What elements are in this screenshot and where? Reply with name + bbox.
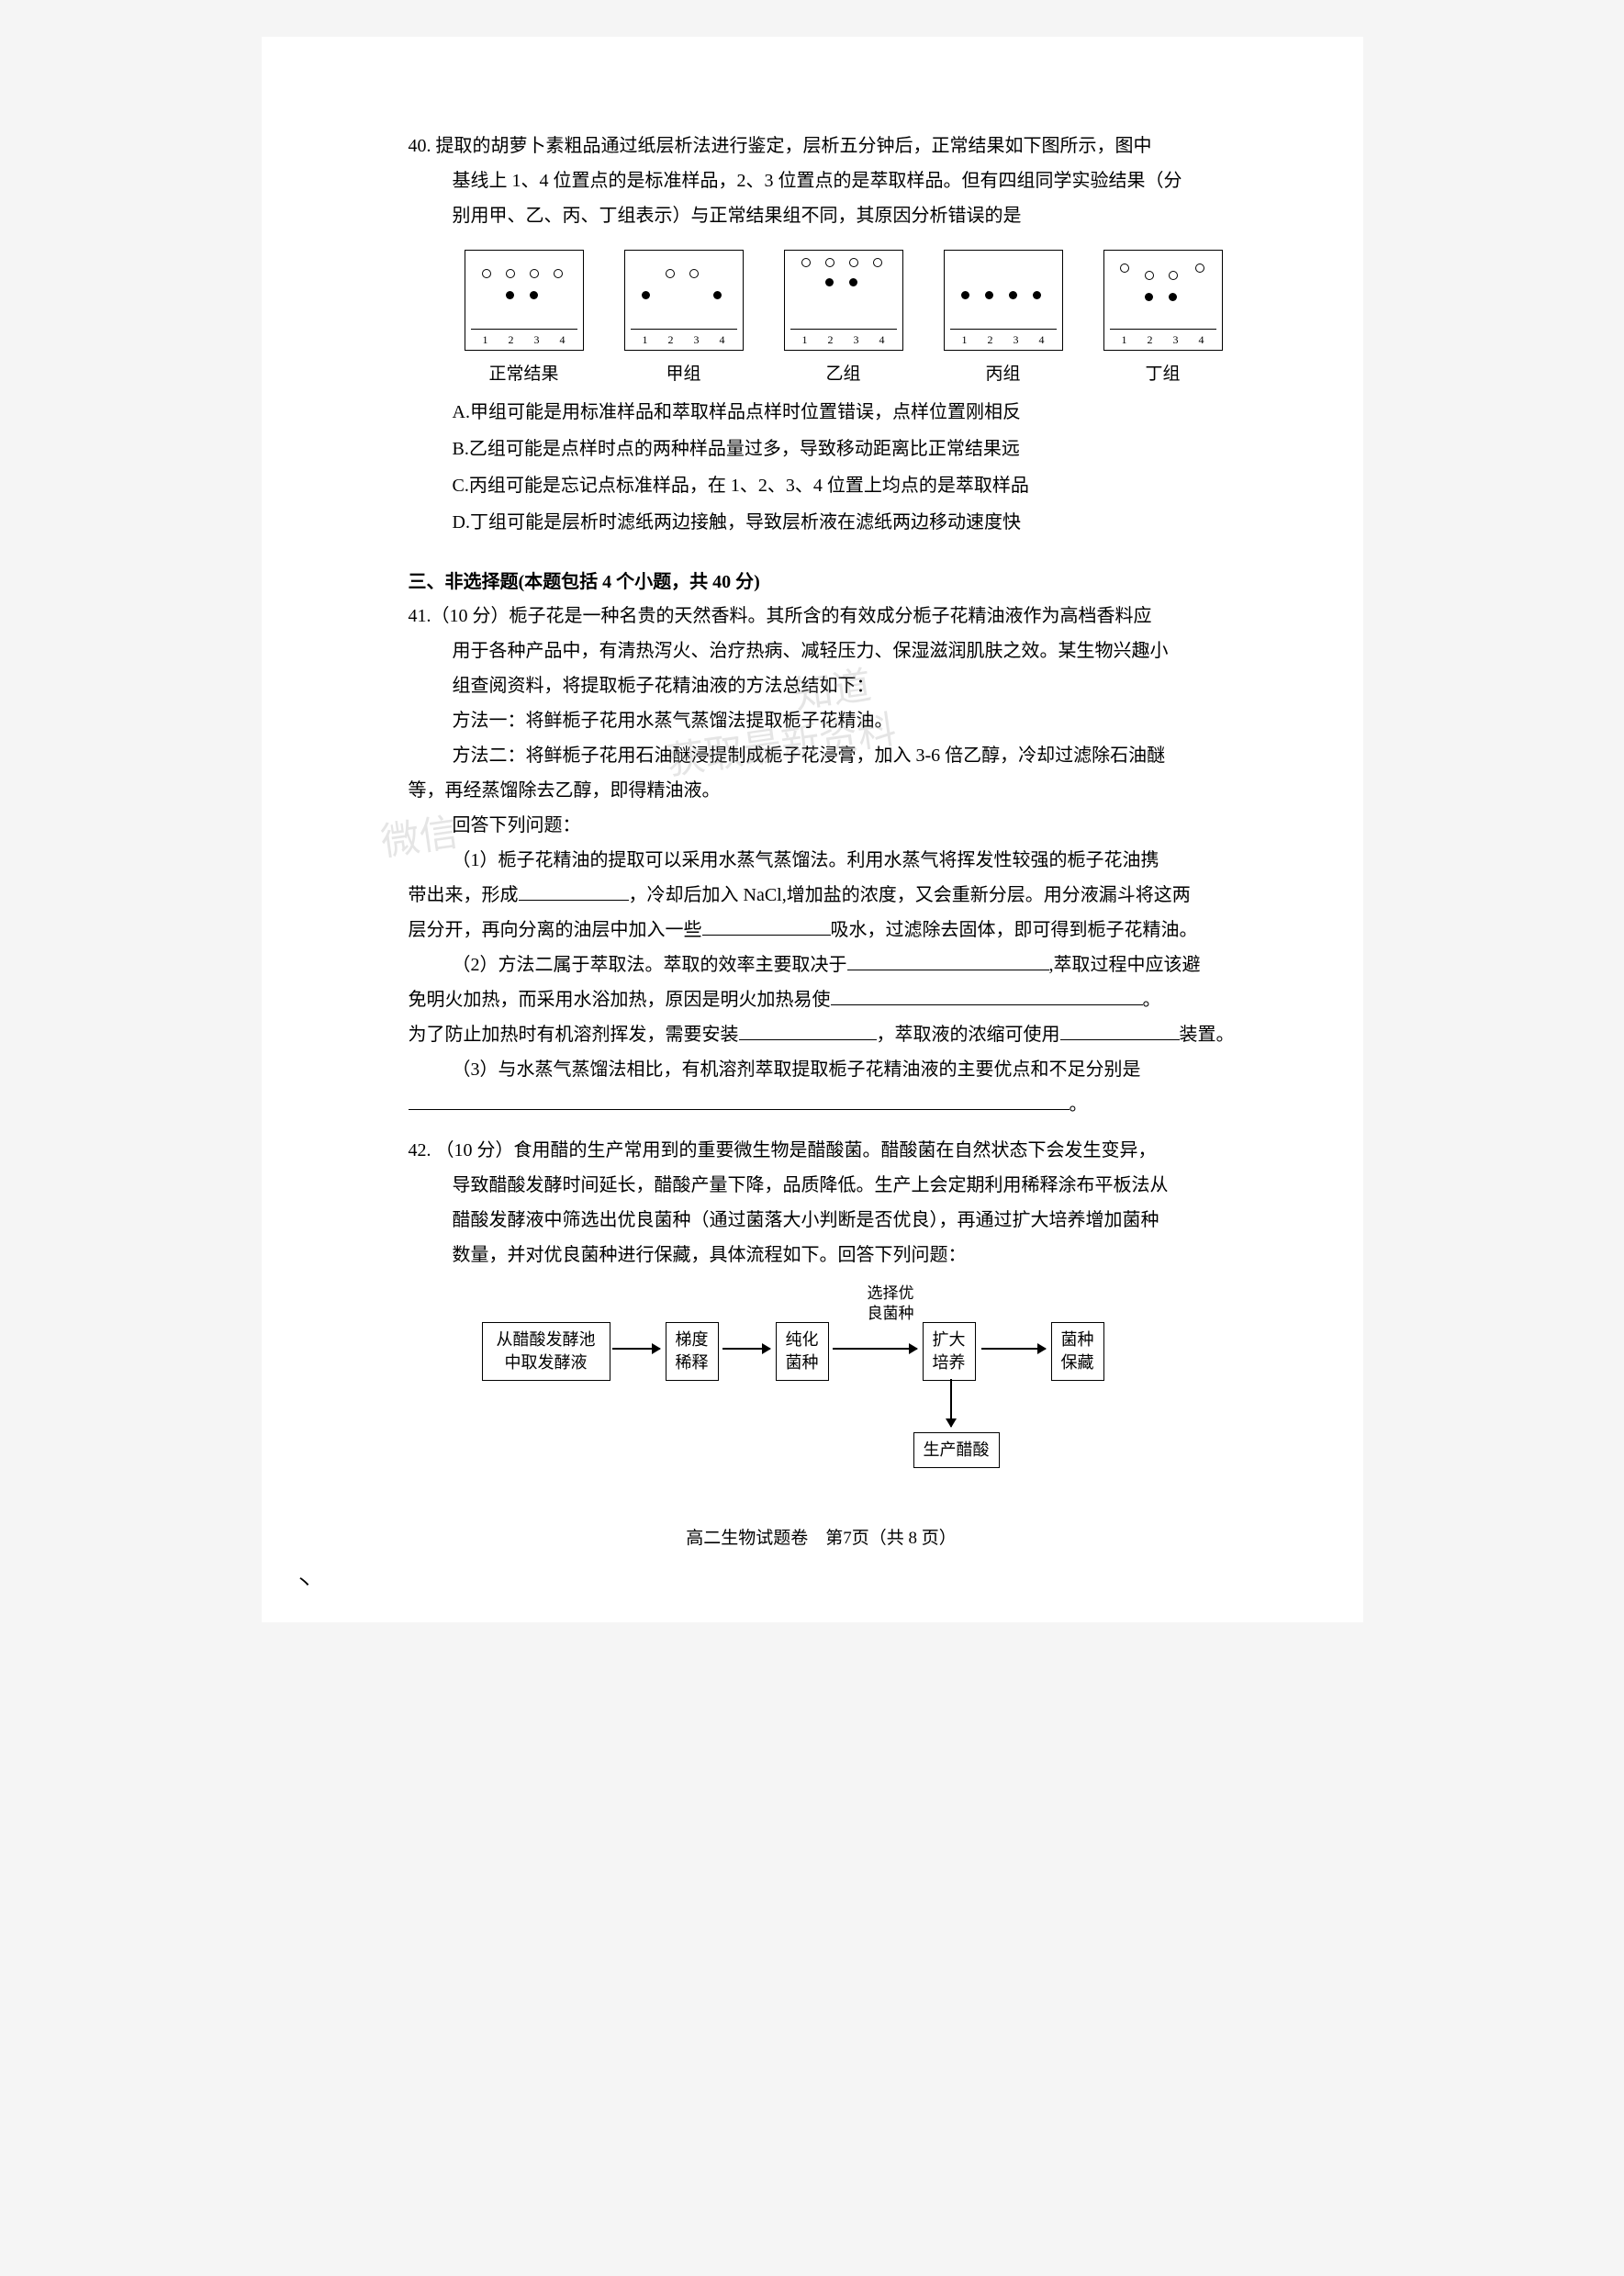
q41-p1a: （1）栀子花精油的提取可以采用水蒸气蒸馏法。利用水蒸气将挥发性较强的栀子花油携	[453, 850, 1159, 870]
arrow-4	[981, 1348, 1046, 1350]
q42-l1: 食用醋的生产常用到的重要微生物是醋酸菌。醋酸菌在自然状态下会发生变异，	[514, 1140, 1157, 1160]
q41-p1-row1: （1）栀子花精油的提取可以采用水蒸气蒸馏法。利用水蒸气将挥发性较强的栀子花油携	[409, 843, 1235, 878]
page-footer: 高二生物试题卷 第7页（共 8 页）	[409, 1524, 1235, 1549]
q41-p3a: （3）与水蒸气蒸馏法相比，有机溶剂萃取提取栀子花精油液的主要优点和不足分别是	[453, 1060, 1141, 1080]
q41-p3-row1: （3）与水蒸气蒸馏法相比，有机溶剂萃取提取栀子花精油液的主要优点和不足分别是	[409, 1052, 1235, 1087]
blank-1	[519, 880, 629, 901]
q41-p2f: ，萃取液的浓缩可使用	[877, 1025, 1060, 1045]
q41-l3: 组查阅资料，将提取栀子花精油液的方法总结如下：	[409, 668, 1235, 703]
q41-p3-row2: 。	[409, 1087, 1235, 1122]
q41-m3: 等，再经蒸馏除去乙醇，即得精油液。	[409, 773, 1235, 808]
q40-line3: 别用甲、乙、丙、丁组表示）与正常结果组不同，其原因分析错误的是	[409, 198, 1235, 233]
exam-page: 40. 提取的胡萝卜素粗品通过纸层析法进行鉴定，层析五分钟后，正常结果如下图所示…	[262, 37, 1363, 1622]
flow-b5-text: 菌种 保藏	[1061, 1330, 1094, 1372]
flow-box-4: 扩大 培养	[923, 1322, 976, 1381]
flow-box-5: 菌种 保藏	[1051, 1322, 1104, 1381]
q41-p2-row1: （2）方法二属于萃取法。萃取的效率主要取决于 ,萃取过程中应该避	[409, 947, 1235, 982]
section-3-title: 三、非选择题(本题包括 4 个小题，共 40 分)	[409, 566, 1235, 593]
arrow-2	[722, 1348, 770, 1350]
q41-p2a: （2）方法二属于萃取法。萃取的效率主要取决于	[453, 955, 847, 975]
arrow-1	[612, 1348, 660, 1350]
q42-flowchart: 从醋酸发酵池 中取发酵液 梯度 稀释 纯化 菌种 扩大 培养 菌种 保藏 生产醋…	[482, 1295, 1180, 1478]
q40-line2: 基线上 1、4 位置点的是标准样品，2、3 位置点的是萃取样品。但有四组同学实验…	[409, 163, 1235, 198]
q41-m1: 方法一：将鲜栀子花用水蒸气蒸馏法提取栀子花精油。	[409, 703, 1235, 738]
option-a: A.甲组可能是用标准样品和萃取样品点样时位置错误，点样位置刚相反	[453, 394, 1235, 431]
flow-box-6: 生产醋酸	[913, 1432, 1000, 1468]
q41-p2g: 装置。	[1180, 1025, 1235, 1045]
flow-label-select: 选择优 良菌种	[868, 1284, 914, 1324]
diagram-label-yi: 乙组	[825, 360, 860, 385]
question-42: 42. （10 分）食用醋的生产常用到的重要微生物是醋酸菌。醋酸菌在自然状态下会…	[409, 1133, 1235, 1273]
q42-l2: 导致醋酸发酵时间延长，醋酸产量下降，品质降低。生产上会定期利用稀释涂布平板法从	[409, 1168, 1235, 1203]
flow-b6-text: 生产醋酸	[924, 1441, 990, 1459]
q41-p1d: 层分开，再向分离的油层中加入一些	[409, 920, 702, 940]
q40-number: 40.	[409, 136, 431, 156]
arrow-3	[833, 1348, 917, 1350]
flow-b2-text: 梯度 稀释	[676, 1330, 709, 1372]
diagram-jia: 1234 甲组	[612, 250, 756, 385]
q42-l4: 数量，并对优良菌种进行保藏，具体流程如下。回答下列问题：	[409, 1238, 1235, 1273]
q42-points: （10 分）	[436, 1140, 514, 1160]
q41-p1c: ，冷却后加入 NaCl,增加盐的浓度，又会重新分层。用分液漏斗将这两	[629, 885, 1191, 905]
q41-p1-row2: 带出来，形成 ，冷却后加入 NaCl,增加盐的浓度，又会重新分层。用分液漏斗将这两	[409, 878, 1235, 913]
q40-diagrams: 1234 正常结果 1234 甲组 1234 乙组 1234 丙组 1234 丁…	[453, 250, 1235, 385]
blank-2	[702, 915, 831, 936]
q41-number: 41.	[409, 606, 431, 626]
diagram-yi: 1234 乙组	[772, 250, 915, 385]
q42-number: 42.	[409, 1140, 431, 1160]
q41-ans: 回答下列问题：	[409, 808, 1235, 843]
flow-box-3: 纯化 菌种	[776, 1322, 829, 1381]
q41-m2: 方法二：将鲜栀子花用石油醚浸提制成栀子花浸膏，加入 3-6 倍乙醇，冷却过滤除石…	[409, 738, 1235, 773]
question-41: 知道 获取最新资料 微信 41.（10 分）栀子花是一种名贵的天然香料。其所含的…	[409, 599, 1235, 1122]
q41-p1-row3: 层分开，再向分离的油层中加入一些 吸水，过滤除去固体，即可得到栀子花精油。	[409, 913, 1235, 947]
arrow-5	[950, 1379, 952, 1427]
blank-6	[1060, 1020, 1180, 1040]
q41-p2d: 。	[1143, 990, 1161, 1010]
flow-box-2: 梯度 稀释	[666, 1322, 719, 1381]
blank-7	[409, 1090, 1070, 1110]
q41-p2c: 免明火加热，而采用水浴加热，原因是明火加热易使	[409, 990, 831, 1010]
q41-p2-row2: 免明火加热，而采用水浴加热，原因是明火加热易使 。	[409, 982, 1235, 1017]
q41-p2-row3: 为了防止加热时有机溶剂挥发，需要安装 ，萃取液的浓缩可使用 装置。	[409, 1017, 1235, 1052]
flow-b1-text: 从醋酸发酵池 中取发酵液	[497, 1330, 596, 1372]
q41-p2b: ,萃取过程中应该避	[1049, 955, 1201, 975]
question-40: 40. 提取的胡萝卜素粗品通过纸层析法进行鉴定，层析五分钟后，正常结果如下图所示…	[409, 129, 1235, 233]
q40-line1: 提取的胡萝卜素粗品通过纸层析法进行鉴定，层析五分钟后，正常结果如下图所示，图中	[436, 136, 1152, 156]
diagram-label-ding: 丁组	[1145, 360, 1180, 385]
diagram-label-bing: 丙组	[985, 360, 1020, 385]
option-d: D.丁组可能是层析时滤纸两边接触，导致层析液在滤纸两边移动速度快	[453, 504, 1235, 541]
blank-5	[739, 1020, 877, 1040]
diagram-normal: 1234 正常结果	[453, 250, 596, 385]
q41-p1b: 带出来，形成	[409, 885, 519, 905]
diagram-bing: 1234 丙组	[932, 250, 1075, 385]
corner-mark: 丶	[295, 1567, 315, 1597]
option-c: C.丙组可能是忘记点标准样品，在 1、2、3、4 位置上均点的是萃取样品	[453, 467, 1235, 504]
q41-p3b: 。	[1070, 1094, 1088, 1115]
q42-l3: 醋酸发酵液中筛选出优良菌种（通过菌落大小判断是否优良），再通过扩大培养增加菌种	[409, 1203, 1235, 1238]
q41-points: （10 分）	[431, 606, 510, 626]
option-b: B.乙组可能是点样时点的两种样品量过多，导致移动距离比正常结果远	[453, 431, 1235, 467]
q41-l2: 用于各种产品中，有清热泻火、治疗热病、减轻压力、保湿滋润肌肤之效。某生物兴趣小	[409, 633, 1235, 668]
blank-3	[847, 950, 1049, 970]
q41-p1e: 吸水，过滤除去固体，即可得到栀子花精油。	[831, 920, 1198, 940]
q40-options: A.甲组可能是用标准样品和萃取样品点样时位置错误，点样位置刚相反 B.乙组可能是…	[409, 394, 1235, 541]
flow-b3-text: 纯化 菌种	[786, 1330, 819, 1372]
blank-4	[831, 985, 1143, 1005]
diagram-label-jia: 甲组	[666, 360, 700, 385]
flow-b4-text: 扩大 培养	[933, 1330, 966, 1372]
q41-l1: 栀子花是一种名贵的天然香料。其所含的有效成分栀子花精油液作为高档香料应	[510, 606, 1152, 626]
flow-box-1: 从醋酸发酵池 中取发酵液	[482, 1322, 610, 1381]
diagram-ding: 1234 丁组	[1092, 250, 1235, 385]
diagram-label-normal: 正常结果	[488, 360, 558, 385]
q41-p2e: 为了防止加热时有机溶剂挥发，需要安装	[409, 1025, 739, 1045]
